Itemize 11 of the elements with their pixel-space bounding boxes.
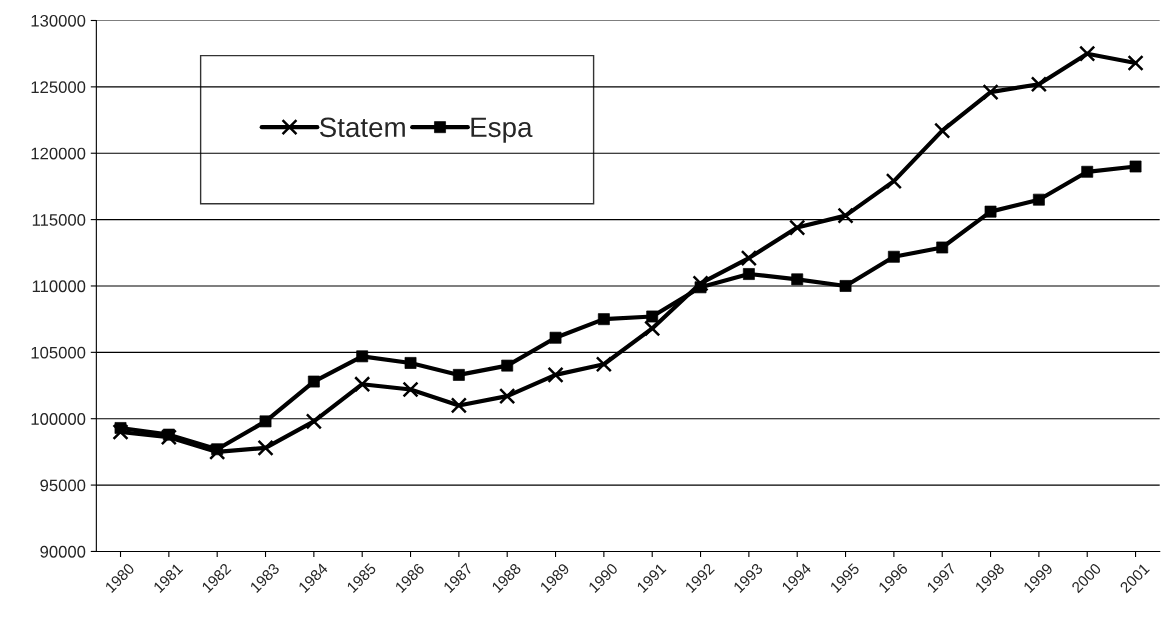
legend-label: Espa [471, 117, 533, 143]
y-tick-label: 115000 [32, 214, 86, 226]
y-tick-label: 130000 [31, 14, 86, 27]
y-tick-label: 105000 [31, 346, 86, 359]
y-tick-label: 120000 [31, 147, 86, 160]
y-tick-label: 95000 [40, 479, 86, 492]
y-tick-label: 125000 [31, 81, 86, 94]
y-tick-label: 100000 [31, 413, 86, 425]
y-tick-label: 90000 [40, 545, 86, 558]
y-tick-label: 110000 [32, 280, 86, 293]
legend-label: Statem [319, 117, 405, 138]
